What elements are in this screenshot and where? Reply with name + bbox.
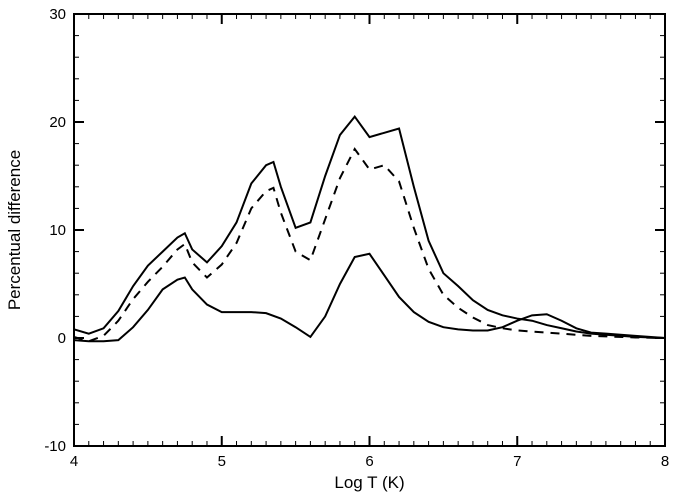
- y-tick-label: 20: [49, 114, 66, 131]
- y-axis-label: Percentual difference: [5, 150, 24, 310]
- y-tick-label: 10: [49, 222, 66, 239]
- x-tick-label: 7: [513, 453, 521, 470]
- x-tick-label: 6: [365, 453, 373, 470]
- line-chart: 4 5 6 7 8 -10 0 10 20 30 Log T (K) Percentual diffe…: [0, 0, 685, 502]
- x-tick-label: 4: [70, 453, 78, 470]
- x-tick-label: 5: [218, 453, 226, 470]
- x-axis-label: Log T (K): [334, 473, 404, 492]
- x-tick-label: 8: [661, 453, 669, 470]
- y-tick-label: 0: [58, 330, 66, 347]
- y-tick-label: 30: [49, 6, 66, 23]
- y-tick-label: -10: [44, 438, 66, 455]
